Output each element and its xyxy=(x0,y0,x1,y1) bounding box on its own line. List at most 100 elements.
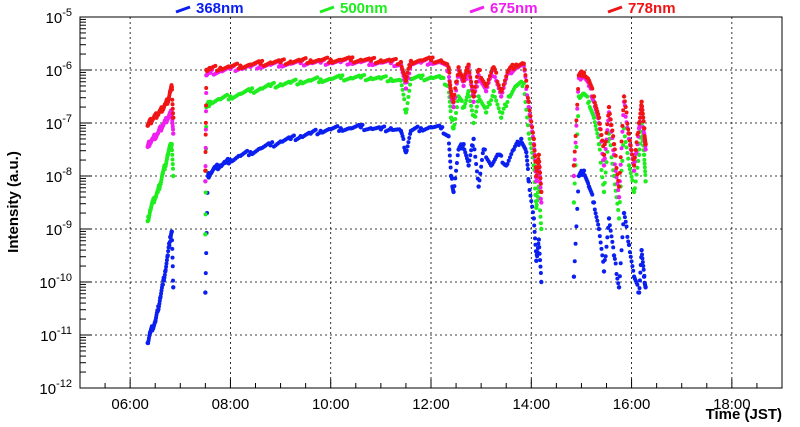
data-point xyxy=(473,85,478,90)
data-point xyxy=(430,55,435,60)
data-point xyxy=(408,64,413,69)
data-point xyxy=(420,73,425,78)
data-point xyxy=(492,94,497,99)
data-point xyxy=(291,133,296,138)
data-point xyxy=(595,131,600,136)
data-point xyxy=(315,75,320,80)
data-point xyxy=(527,108,532,113)
data-point xyxy=(594,215,599,220)
data-point xyxy=(573,241,578,246)
data-point xyxy=(526,99,531,105)
data-point xyxy=(595,218,600,223)
data-point xyxy=(634,140,639,145)
legend-label: 778nm xyxy=(628,0,676,17)
data-point xyxy=(494,70,499,75)
y-tick-label: 10-9 xyxy=(46,219,72,239)
data-point xyxy=(448,83,453,88)
data-point xyxy=(495,79,500,84)
data-point xyxy=(601,152,607,157)
data-point xyxy=(408,82,413,87)
data-point xyxy=(469,84,474,89)
data-point xyxy=(467,94,472,99)
data-point xyxy=(203,212,208,217)
data-point xyxy=(611,245,616,250)
data-point xyxy=(449,176,454,181)
x-tick-label: 14:00 xyxy=(513,396,551,413)
data-point xyxy=(538,176,543,181)
data-point xyxy=(170,121,175,126)
data-point xyxy=(405,101,410,106)
legend-label: 500nm xyxy=(340,0,388,17)
x-tick-label: 10:00 xyxy=(312,396,350,413)
data-point xyxy=(613,261,618,266)
data-point xyxy=(624,145,629,150)
data-point xyxy=(574,123,579,128)
data-point xyxy=(453,116,458,121)
data-point xyxy=(575,102,580,107)
data-point xyxy=(623,139,628,144)
data-point xyxy=(522,67,527,72)
data-point xyxy=(463,101,468,106)
data-point xyxy=(250,86,255,91)
data-point xyxy=(643,169,648,174)
data-point xyxy=(592,120,597,125)
data-point xyxy=(164,264,169,269)
data-point xyxy=(246,153,251,158)
data-point xyxy=(625,151,630,156)
data-point xyxy=(642,161,647,166)
data-point xyxy=(640,104,645,109)
data-point xyxy=(616,195,622,200)
data-point xyxy=(591,200,597,205)
data-point xyxy=(466,62,471,67)
legend-label: 675nm xyxy=(490,0,538,17)
data-point xyxy=(169,142,174,147)
series-500nm xyxy=(145,73,648,237)
data-point xyxy=(636,152,642,157)
data-point xyxy=(203,127,208,132)
data-point xyxy=(407,136,412,141)
data-point xyxy=(293,77,298,82)
data-point xyxy=(203,150,208,155)
data-point xyxy=(451,189,456,195)
data-point xyxy=(455,153,460,158)
data-point xyxy=(604,160,609,165)
data-point xyxy=(474,169,479,174)
data-point xyxy=(203,168,208,173)
data-point xyxy=(203,290,208,295)
data-point xyxy=(474,79,479,84)
data-point xyxy=(621,210,627,216)
data-point xyxy=(535,254,540,259)
data-point xyxy=(478,171,483,176)
data-point xyxy=(476,94,481,99)
series-368nm xyxy=(145,122,648,346)
data-point xyxy=(447,153,452,158)
data-point xyxy=(485,81,490,86)
data-point xyxy=(638,270,643,275)
data-point xyxy=(461,83,466,89)
data-point xyxy=(474,104,479,109)
data-point xyxy=(471,94,476,99)
data-point xyxy=(477,178,482,183)
legend-label: 368nm xyxy=(196,0,244,17)
data-point xyxy=(616,184,622,189)
data-point xyxy=(537,165,542,170)
data-point xyxy=(526,179,531,184)
data-point xyxy=(641,115,646,120)
data-point xyxy=(641,119,646,124)
data-point xyxy=(499,153,504,158)
data-point xyxy=(629,259,634,264)
data-point xyxy=(203,145,208,150)
data-point xyxy=(399,83,404,88)
data-point xyxy=(602,156,607,161)
data-point xyxy=(534,173,539,179)
data-point xyxy=(622,134,627,139)
data-point xyxy=(452,92,457,97)
data-point xyxy=(635,282,640,287)
data-point xyxy=(469,148,474,153)
data-point xyxy=(529,119,534,124)
data-point xyxy=(170,102,175,107)
data-point xyxy=(637,286,642,291)
data-point xyxy=(615,276,620,281)
data-point xyxy=(528,193,533,198)
data-point xyxy=(504,104,509,109)
